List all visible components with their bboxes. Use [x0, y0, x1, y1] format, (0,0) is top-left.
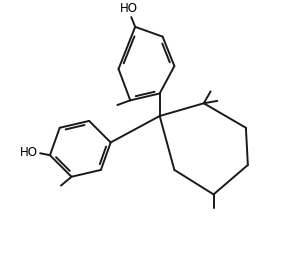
Text: HO: HO	[19, 146, 37, 159]
Text: HO: HO	[120, 2, 138, 15]
